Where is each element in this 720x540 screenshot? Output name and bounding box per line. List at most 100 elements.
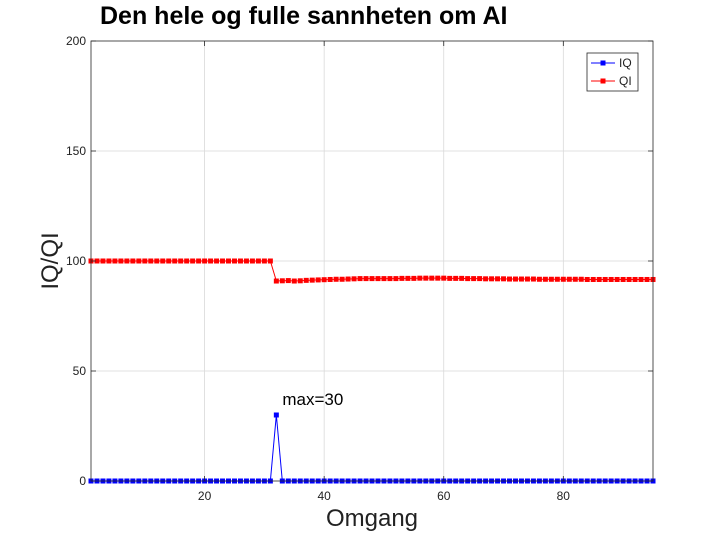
data-point-qi	[399, 275, 405, 281]
data-point-qi	[536, 276, 542, 282]
axis-ticks: 20 40 60 80 0 50 100 150 200	[66, 34, 653, 503]
data-point-qi	[620, 276, 626, 282]
data-point-qi	[303, 277, 309, 283]
data-point-qi	[309, 277, 315, 283]
data-point-qi	[136, 258, 142, 264]
data-point-qi	[357, 276, 363, 282]
data-point-qi	[542, 276, 548, 282]
y-axis-title: IQ/QI	[37, 232, 64, 289]
data-point-qi	[435, 275, 441, 281]
x-tick-label: 60	[437, 489, 451, 503]
data-point-qi	[214, 258, 220, 264]
data-point-qi	[261, 258, 267, 264]
data-point-qi	[584, 276, 590, 282]
data-point-qi	[447, 275, 453, 281]
data-point-qi	[471, 276, 477, 282]
data-point-qi	[411, 275, 417, 281]
data-point-qi	[267, 258, 273, 264]
data-point-qi	[530, 276, 536, 282]
data-point-qi	[148, 258, 154, 264]
data-point-qi	[524, 276, 530, 282]
data-point-qi	[172, 258, 178, 264]
data-point-qi	[465, 276, 471, 282]
data-point-qi	[255, 258, 261, 264]
data-point-qi	[644, 276, 650, 282]
data-point-qi	[345, 276, 351, 282]
data-point-iq	[273, 412, 279, 418]
legend-marker-qi	[600, 78, 606, 84]
data-point-qi	[237, 258, 243, 264]
data-point-qi	[166, 258, 172, 264]
data-point-qi	[202, 258, 208, 264]
legend: IQ QI	[586, 52, 639, 92]
data-point-qi	[608, 276, 614, 282]
data-point-qi	[100, 258, 106, 264]
data-point-qi	[441, 275, 447, 281]
y-tick-label: 100	[66, 254, 86, 268]
data-point-qi	[596, 276, 602, 282]
data-point-qi	[501, 276, 507, 282]
data-point-qi	[333, 276, 339, 282]
legend-label-iq: IQ	[619, 56, 632, 70]
x-axis-title: Omgang	[326, 505, 418, 532]
data-point-qi	[626, 276, 632, 282]
data-point-qi	[112, 258, 118, 264]
data-point-qi	[453, 275, 459, 281]
data-point-qi	[190, 258, 196, 264]
data-point-qi	[220, 258, 226, 264]
data-point-qi	[196, 258, 202, 264]
data-point-qi	[405, 275, 411, 281]
data-point-qi	[297, 278, 303, 284]
data-point-qi	[381, 276, 387, 282]
data-point-qi	[184, 258, 190, 264]
data-point-qi	[291, 278, 297, 284]
data-point-qi	[154, 258, 160, 264]
data-point-qi	[160, 258, 166, 264]
data-point-qi	[459, 275, 465, 281]
x-tick-label: 20	[198, 489, 212, 503]
data-point-qi	[554, 276, 560, 282]
legend-label-qi: QI	[619, 74, 632, 88]
data-point-qi	[393, 276, 399, 282]
data-point-qi	[351, 276, 357, 282]
data-point-qi	[590, 276, 596, 282]
data-point-qi	[507, 276, 513, 282]
data-point-qi	[518, 276, 524, 282]
data-point-qi	[243, 258, 249, 264]
data-point-qi	[285, 278, 291, 284]
data-point-qi	[94, 258, 100, 264]
data-point-qi	[178, 258, 184, 264]
y-tick-label: 0	[79, 474, 86, 488]
data-point-qi	[548, 276, 554, 282]
data-point-qi	[614, 276, 620, 282]
chart-title: Den hele og fulle sannheten om AI	[100, 2, 507, 30]
data-point-qi	[578, 276, 584, 282]
data-point-qi	[429, 275, 435, 281]
data-point-qi	[375, 276, 381, 282]
data-point-qi	[495, 276, 501, 282]
data-point-qi	[363, 276, 369, 282]
data-point-qi	[106, 258, 112, 264]
data-point-qi	[226, 258, 232, 264]
data-point-qi	[417, 275, 423, 281]
data-point-qi	[339, 276, 345, 282]
data-point-qi	[387, 276, 393, 282]
data-point-qi	[124, 258, 130, 264]
y-tick-label: 50	[73, 364, 87, 378]
data-point-qi	[273, 278, 279, 284]
data-point-qi	[118, 258, 124, 264]
y-tick-label: 200	[66, 34, 86, 48]
data-point-qi	[632, 276, 638, 282]
data-point-qi	[477, 276, 483, 282]
data-point-qi	[483, 276, 489, 282]
data-point-qi	[231, 258, 237, 264]
data-point-qi	[279, 278, 285, 284]
annotations: max=30	[282, 390, 343, 409]
data-point-qi	[638, 276, 644, 282]
data-point-qi	[423, 275, 429, 281]
data-point-qi	[249, 258, 255, 264]
data-point-qi	[208, 258, 214, 264]
data-point-qi	[369, 276, 375, 282]
grid	[91, 41, 653, 481]
